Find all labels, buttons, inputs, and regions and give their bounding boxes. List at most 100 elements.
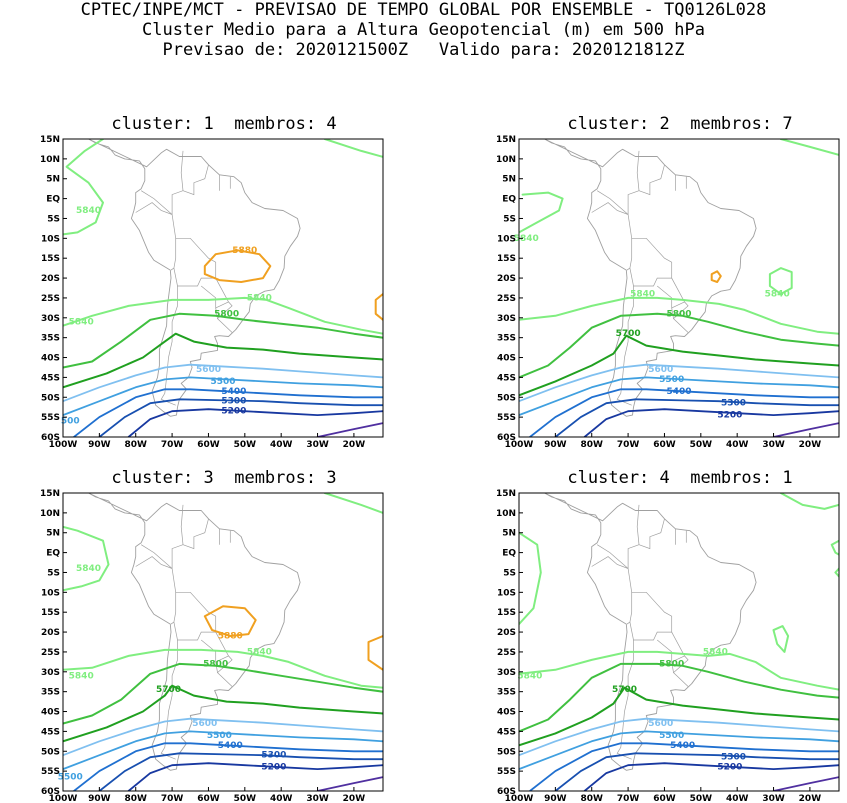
lon-label: 40W [726,440,749,450]
country-border [141,190,173,215]
contour-5840 [519,531,542,626]
lat-label: 20S [41,628,60,638]
contour-5840 [519,650,839,691]
contour-label: 5600 [648,719,673,729]
lon-label: 30W [762,440,785,450]
contour-5200 [583,762,839,791]
contour-label: 5500 [58,773,83,783]
contour-5880 [710,270,722,283]
country-border [627,214,689,333]
country-border [591,556,629,569]
lat-label: 15N [496,489,516,499]
country-border [616,286,634,406]
country-border [629,592,672,641]
contour-label: 5500 [659,375,684,385]
lat-label: 30S [497,314,516,324]
lat-label: 20S [497,628,516,638]
lon-label: 90W [544,440,567,450]
country-border [638,164,665,196]
lat-label: 30S [41,314,60,324]
lon-label: 30W [306,440,329,450]
contour-label: 5880 [218,632,243,642]
lon-label: 60W [653,440,676,450]
contour-5700 [519,334,839,397]
contour-label: 5800 [203,659,228,669]
contour-label: 5300 [721,753,746,763]
contour-label: 5840 [247,293,272,303]
contour-label: 5840 [514,234,539,244]
lat-label: 45S [41,373,60,383]
country-border [597,190,629,215]
lat-label: 5S [503,214,516,224]
contour-5100 [316,776,383,791]
contour-label: 5800 [666,309,691,319]
contour-5300 [554,398,839,437]
contour-5300 [554,752,839,791]
contour-label: 5840 [76,206,101,216]
contour-5840 [779,139,839,156]
lon-label: 100W [505,440,534,450]
contour-5500 [519,730,839,770]
lat-label: 35S [41,688,60,698]
contour-5840 [63,648,383,689]
lon-label: 20W [343,794,366,803]
contour-5100 [772,422,839,437]
lat-label: 10N [40,509,60,519]
country-border [173,238,216,287]
contour-label: 5200 [717,763,742,773]
country-border [591,202,629,215]
contour-label: 5200 [717,411,742,421]
contour-label: 5800 [659,659,684,669]
lat-label: 35S [497,334,516,344]
lon-label: 20W [343,440,366,450]
contour-5100 [316,422,383,437]
lat-label: 15S [41,608,60,618]
contour-5840 [63,296,383,335]
country-border [656,285,685,309]
contour-5600 [519,717,839,757]
lat-label: 5N [46,529,60,539]
contour-5200 [127,408,383,437]
lat-label: 50S [41,747,60,757]
lat-label: 15N [40,135,60,145]
contour-label: 5200 [221,407,246,417]
contour-5880 [374,293,383,321]
lon-label: 60W [653,794,676,803]
lat-label: 5N [46,175,60,185]
lon-label: 20W [799,794,822,803]
lon-label: 80W [581,794,604,803]
lon-label: 60W [197,794,220,803]
country-border [135,556,173,569]
contour-5700 [63,332,383,389]
contour-label: 5840 [69,671,94,681]
lat-label: 60S [497,787,516,797]
contour-5400 [529,742,839,791]
country-border [171,568,233,687]
lat-label: 40S [497,354,516,364]
country-border [656,639,685,663]
contour-5400 [73,388,383,437]
country-border [597,544,629,569]
lat-label: 25S [41,648,60,658]
lat-label: 30S [497,668,516,678]
lat-label: 60S [497,433,516,443]
contour-label: 5600 [648,365,673,375]
contour-5800 [63,312,383,369]
lat-label: 40S [41,708,60,718]
lat-label: EQ [502,195,516,205]
lat-label: 25S [497,648,516,658]
lat-label: 20S [497,274,516,284]
contour-5700 [519,686,839,747]
lon-label: 60W [197,440,220,450]
map-frame [518,492,840,792]
contour-label: 5400 [666,387,691,397]
lat-label: 10N [496,155,516,165]
lat-label: 45S [41,727,60,737]
lat-label: 10S [497,234,516,244]
contour-label: 5300 [221,397,246,407]
contour-label: 5840 [247,647,272,657]
contour-label: 5840 [703,647,728,657]
contour-5880 [203,249,272,283]
